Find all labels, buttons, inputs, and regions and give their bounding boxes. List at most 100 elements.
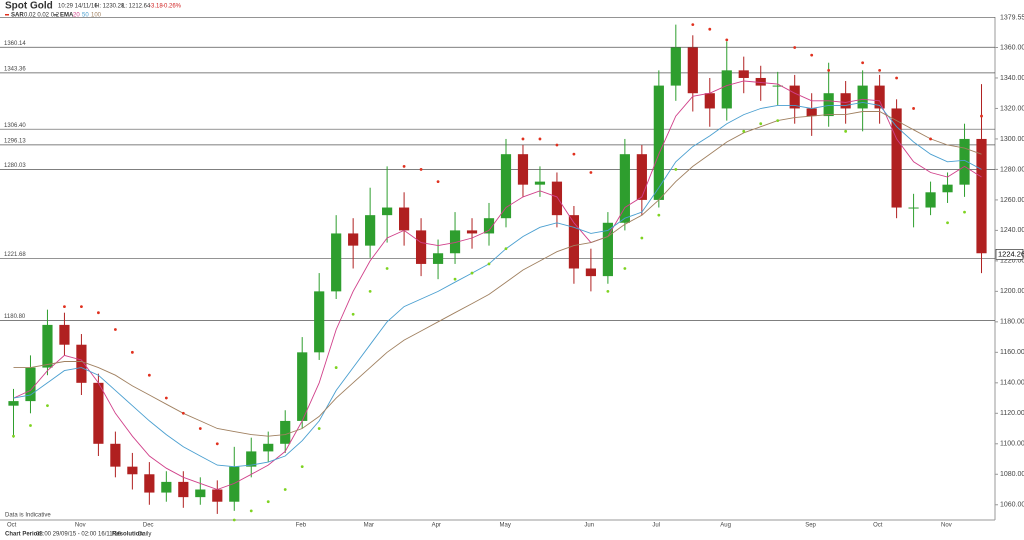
sar-dot bbox=[776, 119, 780, 123]
candle-body bbox=[483, 218, 495, 234]
candle-body bbox=[670, 47, 681, 86]
sar-dot bbox=[895, 76, 898, 80]
y-tick-label: 1060.00 bbox=[1000, 502, 1024, 509]
y-tick-label: 1100.00 bbox=[1000, 441, 1024, 448]
candle-body bbox=[246, 451, 257, 467]
level-label: 1180.80 bbox=[4, 314, 26, 320]
sar-dot bbox=[470, 271, 474, 275]
candle-body bbox=[517, 154, 529, 185]
sar-dot bbox=[63, 305, 66, 309]
candle-body bbox=[144, 474, 155, 493]
candle-body bbox=[789, 85, 800, 109]
candle-body bbox=[399, 207, 410, 231]
x-tick-label: Jul bbox=[652, 523, 660, 529]
y-tick-label: 1240.00 bbox=[1000, 227, 1024, 234]
sar-dot bbox=[606, 289, 610, 293]
sar-dot bbox=[742, 129, 746, 133]
level-label: 1221.68 bbox=[4, 252, 26, 258]
ema-param: 100 bbox=[91, 13, 102, 19]
y-tick-label: 1120.00 bbox=[1000, 410, 1024, 417]
sar-dot bbox=[912, 107, 915, 110]
resolution: Daily bbox=[138, 532, 151, 538]
sar-dot bbox=[300, 465, 304, 469]
candle-body bbox=[331, 233, 342, 292]
candle-body bbox=[619, 154, 630, 223]
candle-body bbox=[161, 481, 172, 493]
sar-dot bbox=[232, 518, 236, 522]
y-tick-label: 1320.00 bbox=[1000, 105, 1024, 112]
sar-dot bbox=[385, 267, 389, 270]
x-tick-label: Apr bbox=[432, 523, 441, 529]
y-tick-label: 1200.00 bbox=[1000, 288, 1024, 295]
resolution-label: Resolution: bbox=[112, 532, 145, 538]
y-tick-label: 1140.00 bbox=[1000, 380, 1024, 387]
x-tick-label: Nov bbox=[941, 523, 952, 529]
y-tick-label: 1280.00 bbox=[1000, 166, 1024, 173]
sar-dot bbox=[555, 143, 559, 147]
x-tick-label: Aug bbox=[720, 523, 731, 529]
candle-body bbox=[602, 222, 613, 277]
sar-dot bbox=[147, 373, 151, 377]
candle-body bbox=[110, 443, 121, 467]
sar-label: SAR bbox=[11, 13, 24, 19]
candle-body bbox=[687, 47, 698, 94]
sar-dot bbox=[29, 424, 32, 427]
candle-body bbox=[755, 77, 766, 86]
sar-dot bbox=[113, 328, 117, 331]
sar-dot bbox=[759, 122, 763, 126]
ema-param: 50 bbox=[82, 13, 89, 19]
sar-dot bbox=[12, 434, 15, 438]
sar-dot bbox=[283, 488, 287, 491]
candle-body bbox=[891, 108, 902, 208]
candle-body bbox=[449, 230, 461, 254]
sar-dot bbox=[657, 213, 661, 217]
note: Data is Indicative bbox=[5, 513, 51, 519]
sar-dot bbox=[589, 171, 593, 174]
y-tick-label: 1080.00 bbox=[1000, 471, 1024, 478]
sar-dot bbox=[266, 500, 270, 504]
sar-dot bbox=[249, 509, 253, 513]
low: L: 1212.64 bbox=[122, 4, 151, 10]
sar-dot bbox=[453, 277, 457, 281]
y-tick-label: 1379.55 bbox=[1000, 15, 1024, 22]
x-tick-label: Feb bbox=[296, 523, 307, 529]
candle-body bbox=[704, 93, 715, 109]
sar-dot bbox=[538, 137, 542, 141]
level-label: 1343.36 bbox=[4, 66, 26, 72]
candle-body bbox=[925, 192, 936, 208]
x-tick-label: Jun bbox=[584, 523, 594, 529]
y-tick-label: 1340.00 bbox=[1000, 75, 1024, 82]
candle-body bbox=[93, 382, 104, 444]
candle-body bbox=[280, 420, 291, 444]
ema-label: EMA bbox=[60, 13, 74, 19]
ema-param: 20 bbox=[73, 13, 80, 19]
candle-body bbox=[229, 466, 240, 502]
candle-body bbox=[840, 93, 851, 109]
candle-body bbox=[42, 324, 53, 368]
sar-dot bbox=[623, 267, 627, 270]
level-label: 1296.13 bbox=[4, 138, 26, 144]
sar-dot bbox=[334, 366, 338, 369]
sar-dot bbox=[368, 289, 372, 293]
ema-line bbox=[13, 101, 982, 468]
candle-body bbox=[806, 108, 817, 117]
high: H: 1230.28 bbox=[95, 4, 125, 10]
sar-dot bbox=[351, 312, 355, 316]
sar-dot bbox=[402, 164, 406, 168]
sar-dot bbox=[215, 442, 219, 446]
sar-dot bbox=[504, 247, 508, 251]
candle-body bbox=[314, 291, 325, 353]
y-tick-label: 1260.00 bbox=[1000, 197, 1024, 204]
sar-dot bbox=[80, 305, 83, 309]
sar-params: 0.02 0.02 0.2 bbox=[24, 13, 60, 19]
change-pct: -0.26% bbox=[162, 4, 182, 10]
sar-dot bbox=[980, 114, 983, 118]
sar-dot bbox=[691, 23, 695, 27]
sar-dot bbox=[810, 53, 814, 57]
candle-body bbox=[551, 181, 563, 216]
candle-body bbox=[823, 93, 834, 117]
sar-dot bbox=[436, 180, 440, 184]
sar-dot bbox=[708, 27, 712, 31]
candle-body bbox=[500, 154, 512, 219]
